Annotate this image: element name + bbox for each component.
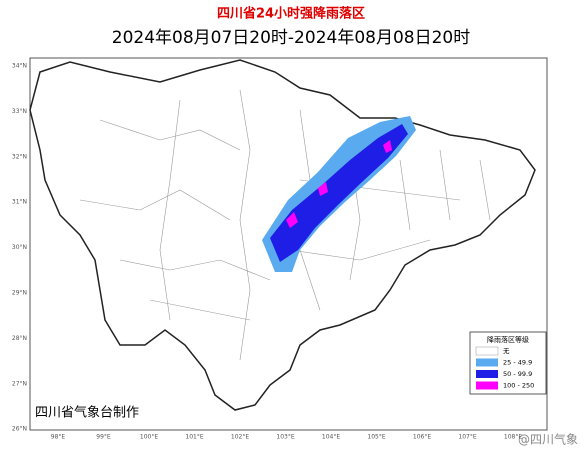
- lat-label: 27°N: [12, 380, 27, 387]
- title: 四川省24小时强降雨落区: [217, 6, 365, 22]
- lon-label: 101°E: [185, 434, 203, 441]
- legend-swatch: [476, 370, 498, 378]
- lon-label: 107°E: [458, 434, 476, 441]
- lon-label: 99°E: [96, 434, 111, 441]
- lat-label: 32°N: [12, 153, 27, 160]
- lon-label: 100°E: [140, 434, 158, 441]
- rain-area-heavy: [270, 124, 408, 262]
- watermark: @四川气象: [518, 432, 578, 447]
- lat-label: 29°N: [12, 290, 27, 297]
- lon-label: 102°E: [231, 434, 249, 441]
- lon-label: 105°E: [367, 434, 385, 441]
- rain-areas: [262, 116, 416, 272]
- rain-area-extreme: [318, 182, 328, 196]
- lat-label: 28°N: [12, 335, 27, 342]
- lat-label: 26°N: [12, 426, 27, 433]
- legend-swatch: [475, 346, 499, 356]
- lon-label: 106°E: [413, 434, 431, 441]
- lon-label: 104°E: [322, 434, 340, 441]
- legend-label: 50 - 99.9: [503, 370, 532, 378]
- legend-title: 降雨落区等级: [487, 335, 529, 344]
- legend-swatch: [476, 381, 498, 390]
- lon-label: 103°E: [276, 434, 294, 441]
- county-borders: [79, 89, 491, 361]
- rain-area-extreme: [383, 140, 392, 153]
- legend-label: 无: [503, 347, 510, 355]
- legend-label: 100 - 250: [503, 382, 534, 390]
- lat-label: 34°N: [12, 63, 27, 70]
- legend-swatch: [476, 358, 498, 367]
- lat-label: 31°N: [12, 199, 27, 206]
- rain-area-extreme: [286, 212, 298, 228]
- legend: 降雨落区等级 无 25 - 49.9 50 - 99.9 100 - 250: [469, 331, 547, 395]
- lat-label: 33°N: [12, 108, 27, 115]
- lon-label: 98°E: [51, 434, 66, 441]
- lat-label: 30°N: [12, 244, 27, 251]
- legend-label: 25 - 49.9: [503, 359, 532, 367]
- credit: 四川省气象台制作: [35, 405, 139, 421]
- subtitle: 2024年08月07日20时-2024年08月08日20时: [112, 28, 470, 48]
- lon-label: 108°E: [504, 434, 522, 441]
